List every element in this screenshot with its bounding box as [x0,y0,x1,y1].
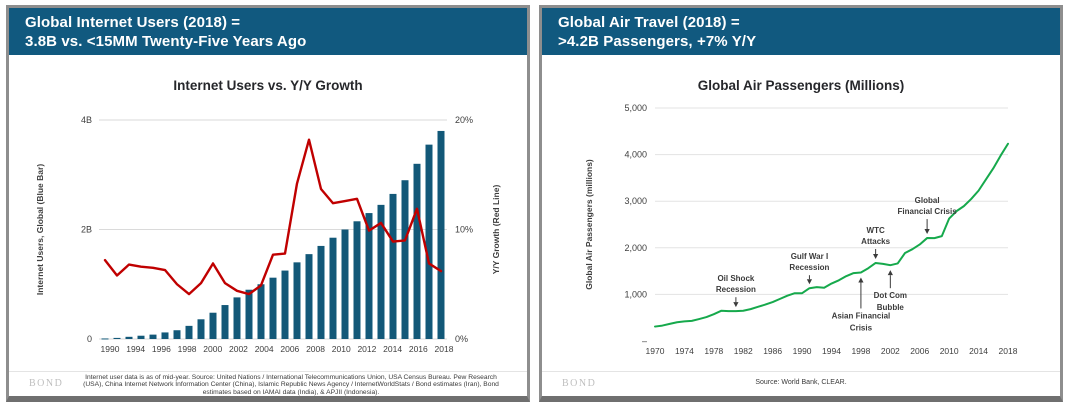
svg-text:20%: 20% [455,115,473,125]
source-note: Source: World Bank, CLEAR. [755,379,847,386]
svg-text:3,000: 3,000 [624,196,647,206]
header-line2: 3.8B vs. <15MM Twenty-Five Years Ago [25,33,307,50]
svg-text:Recession: Recession [789,263,829,272]
svg-text:2016: 2016 [409,344,428,354]
svg-text:2018: 2018 [999,346,1018,356]
air-passengers-chart: 5,000 4,000 3,000 2,000 1,000 –1970 1974 1978 19… [584,103,1018,356]
svg-text:WTC: WTC [867,226,885,235]
svg-text:4,000: 4,000 [624,150,647,160]
header-line1: Global Internet Users (2018) = [25,14,241,31]
svg-text:Internet Users, Global (Blue B: Internet Users, Global (Blue Bar) [35,164,45,295]
svg-text:1982: 1982 [734,346,753,356]
svg-text:Global Air Passengers (million: Global Air Passengers (millions) [584,159,594,290]
svg-text:2010: 2010 [332,344,351,354]
svg-text:1978: 1978 [704,346,723,356]
svg-text:1990: 1990 [101,344,120,354]
svg-text:2,000: 2,000 [624,243,647,253]
svg-text:1986: 1986 [763,346,782,356]
source-note: Internet user data is as of mid-year. So… [83,374,499,396]
svg-text:1994: 1994 [822,346,841,356]
svg-text:Global: Global [915,196,940,205]
svg-text:2006: 2006 [910,346,929,356]
chart-title-air-passengers: Global Air Passengers (Millions) [697,78,905,93]
svg-text:2010: 2010 [940,346,959,356]
svg-text:1994: 1994 [126,344,145,354]
slide-header-internet: Global Internet Users (2018) = 3.8B vs. … [9,8,527,55]
svg-text:Attacks: Attacks [861,237,890,246]
svg-text:2002: 2002 [881,346,900,356]
svg-text:2002: 2002 [229,344,248,354]
chart-title-internet-users: Internet Users vs. Y/Y Growth [173,78,363,93]
svg-text:2018: 2018 [435,344,454,354]
header-line2: >4.2B Passengers, +7% Y/Y [558,33,757,50]
bond-logo: BOND [562,378,597,389]
svg-text:Bubble: Bubble [877,303,905,312]
svg-text:–: – [642,336,647,346]
svg-text:Dot Com: Dot Com [874,291,907,300]
bond-logo: BOND [29,378,64,389]
svg-text:2004: 2004 [255,344,274,354]
svg-text:1970: 1970 [646,346,665,356]
svg-text:Oil Shock: Oil Shock [717,274,754,283]
svg-text:2008: 2008 [306,344,325,354]
slide-footer: BOND Source: World Bank, CLEAR. [542,371,1060,396]
svg-text:0: 0 [87,334,92,344]
svg-text:10%: 10% [455,225,473,235]
svg-text:2014: 2014 [969,346,988,356]
svg-text:Financial Crisis: Financial Crisis [898,207,958,216]
slide-header-air-travel: Global Air Travel (2018) = >4.2B Passeng… [542,8,1060,55]
internet-users-chart: 4B 2B 0 20% 10% 0% 1990 1994 1996 1998 2000 2002 200… [35,115,501,354]
svg-text:Recession: Recession [716,285,756,294]
svg-text:Crisis: Crisis [850,323,873,332]
svg-text:4B: 4B [81,115,92,125]
svg-text:2006: 2006 [280,344,299,354]
svg-text:1990: 1990 [793,346,812,356]
svg-text:1996: 1996 [152,344,171,354]
svg-text:1998: 1998 [178,344,197,354]
header-line1: Global Air Travel (2018) = [558,14,740,31]
slide-air-travel: Global Air Travel (2018) = >4.2B Passeng… [539,5,1063,402]
svg-text:Gulf War I: Gulf War I [791,252,828,261]
svg-text:1998: 1998 [851,346,870,356]
slide-footer: BOND Internet user data is as of mid-yea… [9,371,527,396]
svg-text:0%: 0% [455,334,468,344]
svg-text:Asian Financial: Asian Financial [832,311,891,320]
svg-text:2000: 2000 [203,344,222,354]
svg-text:5,000: 5,000 [624,103,647,113]
slide-internet-users: Global Internet Users (2018) = 3.8B vs. … [6,5,530,402]
svg-text:Y/Y Growth (Red Line): Y/Y Growth (Red Line) [491,185,501,275]
svg-text:2012: 2012 [357,344,376,354]
svg-text:2014: 2014 [383,344,402,354]
svg-text:1,000: 1,000 [624,289,647,299]
svg-text:2B: 2B [81,225,92,235]
svg-text:1974: 1974 [675,346,694,356]
